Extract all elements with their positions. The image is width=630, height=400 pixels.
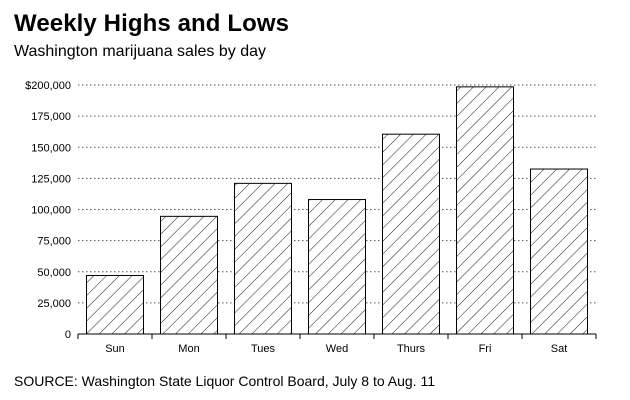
bar-fri xyxy=(456,86,514,335)
y-tick-label: 25,000 xyxy=(37,298,71,310)
x-tick-label-wed: Wed xyxy=(326,343,348,355)
bar-sat xyxy=(530,168,588,335)
y-tick-label: $200,000 xyxy=(25,80,71,92)
y-axis-ticks: 0 25,000 50,000 75,000 100,000 125,000 150,000… xyxy=(25,80,71,341)
bar-sun xyxy=(86,274,144,335)
bar-wed xyxy=(308,199,366,335)
x-tick-label-thurs: Thurs xyxy=(397,343,426,355)
x-tick-label-tues: Tues xyxy=(251,343,276,355)
bar-thurs xyxy=(382,133,440,335)
x-tick-label-sat: Sat xyxy=(551,343,568,355)
bars xyxy=(86,86,588,335)
bar-mon xyxy=(160,215,218,335)
y-tick-label: 100,000 xyxy=(31,205,71,217)
chart-title: Weekly Highs and Lows xyxy=(14,10,290,37)
x-tick-label-fri: Fri xyxy=(479,343,492,355)
y-tick-label: 75,000 xyxy=(37,236,71,248)
x-tick-label-sun: Sun xyxy=(105,343,125,355)
y-tick-label: 0 xyxy=(65,329,71,341)
bar-tues xyxy=(234,182,292,335)
chart-subtitle: Washington marijuana sales by day xyxy=(14,43,266,60)
chart-source: SOURCE: Washington State Liquor Control … xyxy=(14,373,435,389)
x-axis-ticks: Sun Mon Tues Wed Thurs Fri Sat xyxy=(105,343,567,355)
x-tick-label-mon: Mon xyxy=(178,343,199,355)
y-tick-label: 150,000 xyxy=(31,142,71,154)
y-tick-label: 175,000 xyxy=(31,111,71,123)
x-axis xyxy=(77,333,597,339)
y-tick-label: 50,000 xyxy=(37,267,71,279)
y-tick-label: 125,000 xyxy=(31,173,71,185)
